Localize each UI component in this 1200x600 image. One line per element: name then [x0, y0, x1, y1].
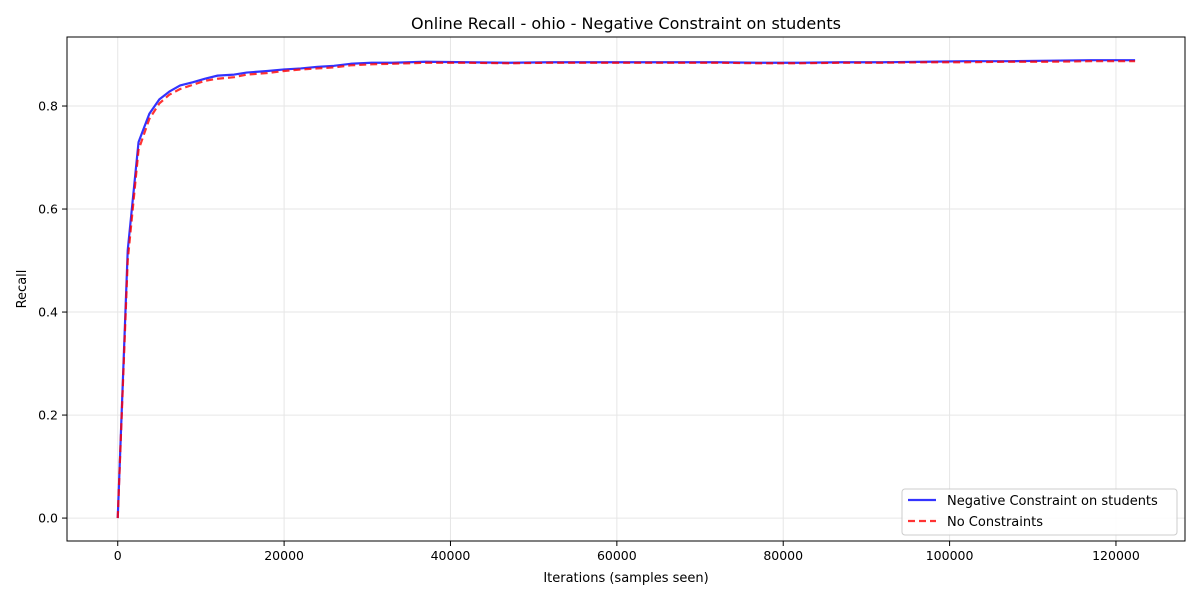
series-line-no-constraints — [116, 60, 1136, 519]
y-tick-label: 0.2 — [38, 408, 58, 423]
x-tick-label: 40000 — [431, 548, 471, 563]
plot-frame — [66, 36, 1186, 542]
y-tick-label: 0.8 — [38, 99, 58, 114]
x-tick-label: 80000 — [763, 548, 803, 563]
y-axis-label: Recall — [15, 270, 30, 309]
x-tick-label: 20000 — [264, 548, 304, 563]
x-tick-label: 120000 — [1092, 548, 1140, 563]
x-tick-label: 0 — [114, 548, 122, 563]
grid-lines — [67, 37, 1185, 541]
chart-title: Online Recall - ohio - Negative Constrai… — [411, 14, 841, 33]
series-layer — [116, 59, 1136, 519]
legend-label-no-constraints: No Constraints — [947, 515, 1043, 530]
legend-box — [901, 488, 1178, 536]
y-tick-label: 0.0 — [38, 511, 58, 526]
y-axis-ticks: 0.0 0.2 0.4 0.6 0.8 — [38, 99, 67, 526]
y-tick-label: 0.6 — [38, 202, 58, 217]
x-axis-ticks: 0 20000 40000 60000 80000 100000 120000 — [114, 541, 1140, 563]
y-tick-label: 0.4 — [38, 305, 58, 320]
x-tick-label: 100000 — [926, 548, 974, 563]
legend-label-negative-constraint: Negative Constraint on students — [947, 494, 1158, 509]
x-axis-label: Iterations (samples seen) — [543, 571, 708, 586]
x-tick-label: 60000 — [597, 548, 637, 563]
series-line-negative-constraint — [116, 59, 1136, 519]
legend: Negative Constraint on students No Const… — [901, 488, 1178, 536]
